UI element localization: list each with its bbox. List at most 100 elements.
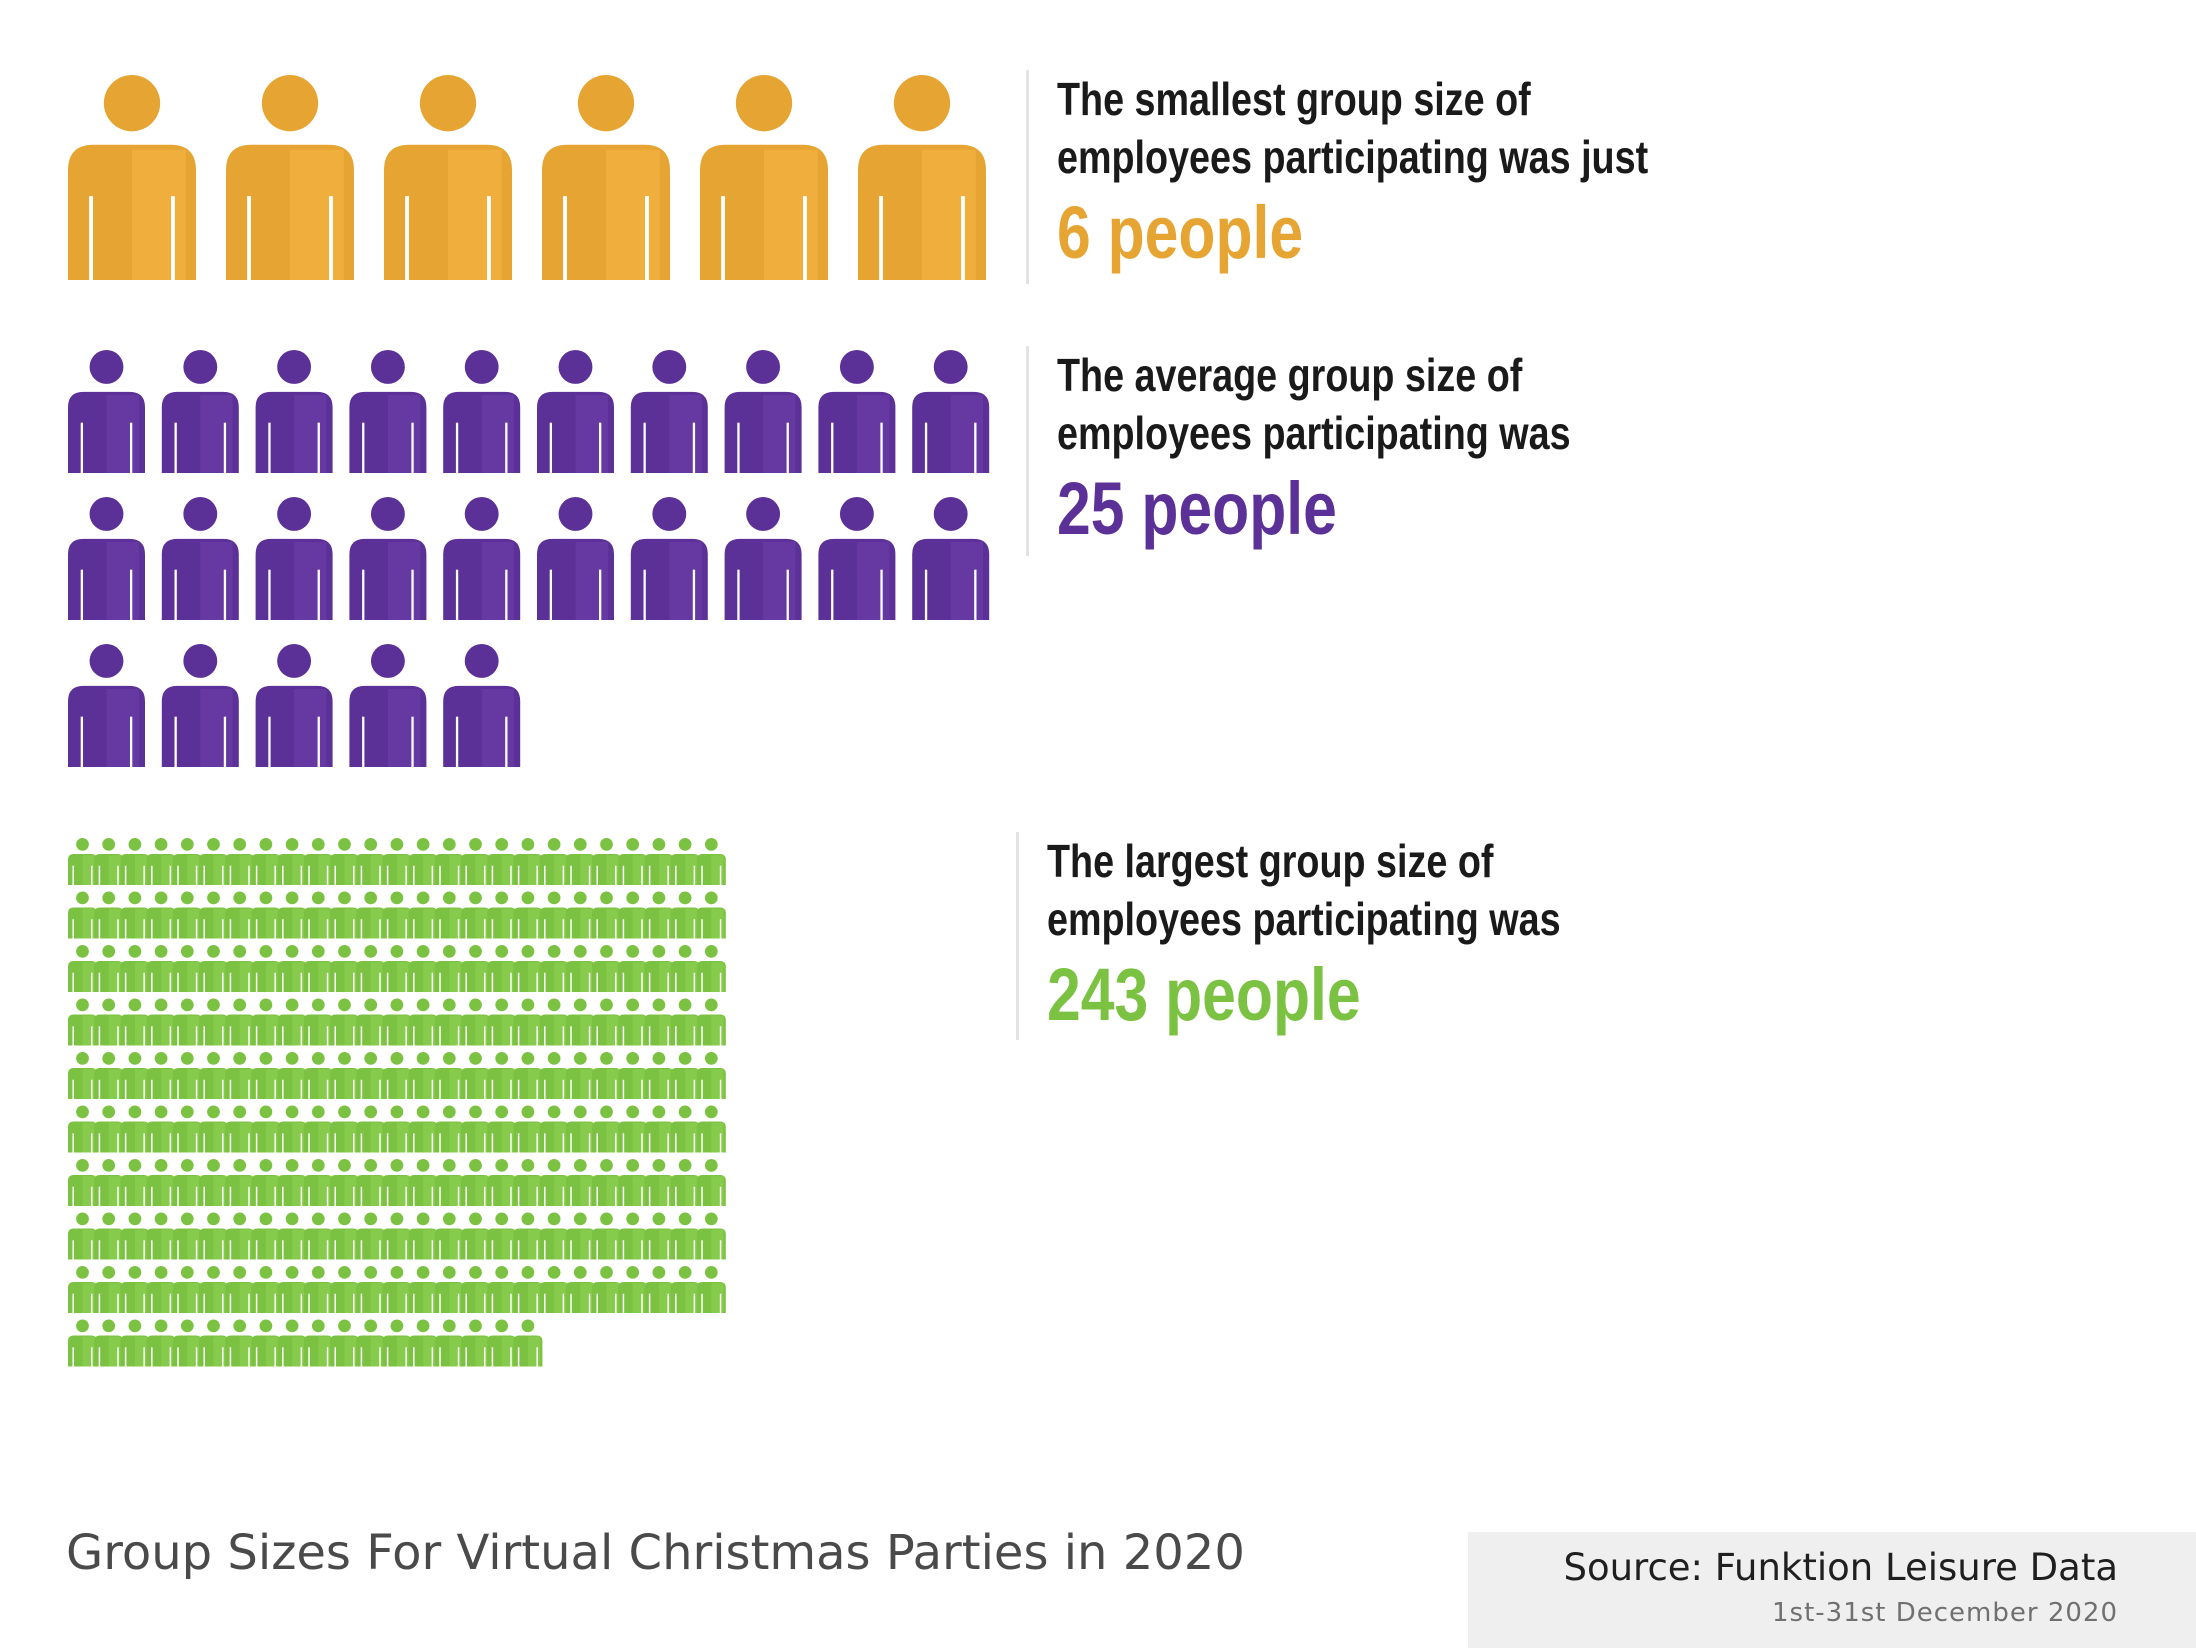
person-icon <box>68 75 196 280</box>
person-icon <box>487 838 517 885</box>
person-icon <box>146 945 176 992</box>
person-icon <box>225 838 255 885</box>
person-icon <box>120 1052 150 1099</box>
person-icon <box>630 497 708 620</box>
source-label: Source: Funktion Leisure Data <box>1563 1546 2118 1589</box>
person-icon <box>94 945 124 992</box>
person-icon <box>349 497 427 620</box>
person-icon <box>94 1266 124 1313</box>
person-icon <box>818 497 896 620</box>
person-icon <box>644 1266 674 1313</box>
person-icon <box>700 75 828 280</box>
person-icon <box>537 497 614 620</box>
person-icon <box>68 998 97 1046</box>
person-icon <box>68 945 97 992</box>
person-icon <box>487 891 517 939</box>
person-icon <box>670 1266 700 1313</box>
person-icon <box>251 1052 281 1099</box>
person-icon <box>461 1319 490 1367</box>
person-icon <box>513 1105 543 1153</box>
person-icon <box>565 838 595 885</box>
person-icon <box>696 945 726 992</box>
person-icon <box>120 1266 150 1313</box>
person-icon <box>408 1212 438 1260</box>
person-icon <box>120 998 150 1046</box>
person-icon <box>172 1212 202 1260</box>
person-icon <box>384 75 512 280</box>
person-icon <box>724 350 802 473</box>
person-icon <box>696 1159 726 1206</box>
person-icon <box>172 945 202 992</box>
person-icon <box>172 838 202 885</box>
person-icon <box>330 1266 359 1313</box>
person-icon <box>199 1105 228 1153</box>
person-icon <box>94 1212 124 1260</box>
person-icon <box>120 838 150 885</box>
person-icon <box>912 350 990 473</box>
person-icon <box>539 1105 569 1153</box>
person-icon <box>434 1212 464 1260</box>
person-icon <box>225 1052 255 1099</box>
person-icon <box>696 1105 726 1153</box>
person-icon <box>356 838 386 885</box>
person-icon <box>644 1212 674 1260</box>
person-icon <box>434 998 464 1046</box>
person-icon <box>120 945 150 992</box>
person-icon <box>68 1159 97 1206</box>
chart-title: Group Sizes For Virtual Christmas Partie… <box>66 1525 1245 1581</box>
person-icon <box>724 497 802 620</box>
person-icon <box>487 945 517 992</box>
person-icon <box>592 838 621 885</box>
person-icon <box>277 1319 307 1367</box>
person-icon <box>303 1052 333 1099</box>
person-icon <box>434 1159 464 1206</box>
person-icon <box>461 1212 490 1260</box>
person-icon <box>356 1159 386 1206</box>
person-icon <box>120 1319 150 1367</box>
person-icon <box>68 891 97 939</box>
person-icon <box>277 838 307 885</box>
person-icon <box>434 891 464 939</box>
person-icon <box>408 1319 438 1367</box>
person-icon <box>225 1212 255 1260</box>
person-icon <box>408 838 438 885</box>
person-icon <box>644 838 674 885</box>
person-icon <box>146 891 176 939</box>
person-icon <box>539 1052 569 1099</box>
person-icon <box>513 891 543 939</box>
person-icon <box>408 945 438 992</box>
person-icon <box>330 1105 359 1153</box>
person-icon <box>303 1159 333 1206</box>
person-icon <box>670 1212 700 1260</box>
person-icon <box>443 497 521 620</box>
person-icon <box>592 1212 621 1260</box>
person-icon <box>592 998 621 1046</box>
person-icon <box>461 891 490 939</box>
person-icon <box>696 1266 726 1313</box>
person-icon <box>382 998 412 1046</box>
person-icon <box>303 1266 333 1313</box>
person-icon <box>434 1105 464 1153</box>
person-icon <box>539 1159 569 1206</box>
person-icon <box>644 891 674 939</box>
person-icon <box>434 1052 464 1099</box>
person-icon <box>251 838 281 885</box>
person-icon <box>251 945 281 992</box>
person-icon <box>618 838 648 885</box>
person-icon <box>255 350 333 473</box>
person-icon <box>68 644 145 767</box>
average-value: 25 people <box>1057 467 1337 550</box>
person-icon <box>537 350 614 473</box>
person-icon <box>630 350 708 473</box>
person-icon <box>461 945 490 992</box>
person-icon <box>592 891 621 939</box>
person-icon <box>146 1266 176 1313</box>
smallest-value: 6 people <box>1057 191 1304 274</box>
person-icon <box>356 1212 386 1260</box>
person-icon <box>172 1105 202 1153</box>
person-icon <box>461 998 490 1046</box>
person-icon <box>146 1159 176 1206</box>
source-date: 1st-31st December 2020 <box>1771 1598 2118 1628</box>
person-icon <box>818 350 896 473</box>
person-icon <box>542 75 670 280</box>
